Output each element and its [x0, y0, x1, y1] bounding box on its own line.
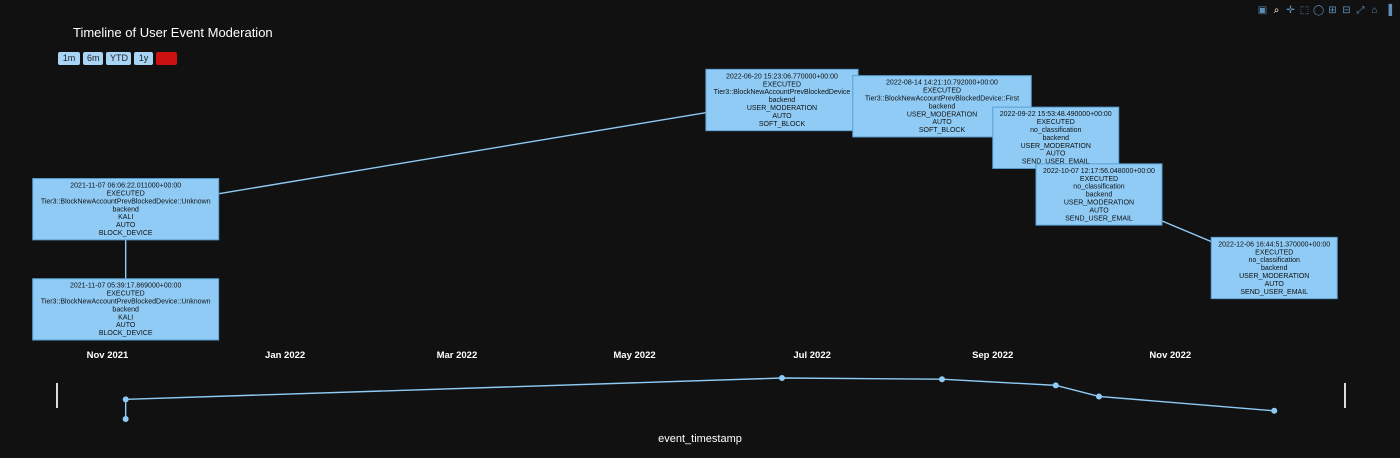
range-slider-point — [122, 416, 129, 422]
annotation-line: backend — [112, 306, 139, 313]
annotation-line: AUTO — [772, 113, 792, 120]
annotation-line: SOFT_BLOCK — [919, 127, 966, 134]
annotation-line: USER_MODERATION — [1239, 273, 1309, 280]
annotation-line: 2022-08-14 14:21:10.792000+00:00 — [886, 80, 998, 87]
lasso-select-icon[interactable]: ◯ — [1313, 5, 1325, 16]
event-annotation[interactable]: 2021-11-07 06:06:22.011000+00:00EXECUTED… — [32, 178, 220, 241]
annotation-line: USER_MODERATION — [747, 105, 817, 112]
reset-axes-icon[interactable]: ⌂ — [1371, 5, 1378, 16]
annotation-line: 2022-10-07 12:17:56.048000+00:00 — [1043, 168, 1155, 175]
annotation-line: Tier3::BlockNewAccountPrevBlockedDevice — [714, 89, 851, 96]
annotation-line: EXECUTED — [107, 190, 145, 197]
range-button-6m[interactable]: 6m — [83, 52, 103, 65]
x-tick-label: Nov 2021 — [87, 350, 129, 361]
annotation-line: Tier3::BlockNewAccountPrevBlockedDevice:… — [865, 95, 1019, 102]
annotation-line: EXECUTED — [763, 81, 801, 88]
zoom-icon[interactable]: ⌕ — [1273, 5, 1280, 16]
plotly-logo-icon[interactable]: ▐ — [1384, 5, 1393, 16]
range-slider[interactable] — [56, 375, 1346, 422]
annotation-box — [705, 68, 859, 132]
annotation-box — [32, 278, 220, 341]
zoom-in-icon[interactable]: ⊞ — [1328, 5, 1337, 16]
annotation-line: AUTO — [1265, 281, 1285, 288]
annotation-line: EXECUTED — [107, 291, 145, 298]
range-slider-line — [124, 377, 1275, 420]
x-tick-label: Jan 2022 — [265, 350, 305, 361]
zoom-out-icon[interactable]: ⊟ — [1342, 5, 1351, 16]
annotation-line: backend — [769, 97, 796, 104]
annotation-line: no_classification — [1073, 184, 1124, 191]
annotation-box — [1210, 236, 1338, 300]
annotation-line: AUTO — [932, 119, 952, 126]
event-annotation[interactable]: 2021-11-07 05:39:17.869000+00:00EXECUTED… — [32, 278, 220, 341]
pan-icon[interactable]: ✛ — [1286, 5, 1295, 16]
x-tick-label: Sep 2022 — [972, 350, 1013, 361]
annotation-line: SEND_USER_EMAIL — [1065, 215, 1133, 222]
annotation-line: KALI — [118, 214, 133, 221]
annotation-line: 2022-09-22 15:53:48.490000+00:00 — [1000, 111, 1112, 118]
range-slider-point — [1271, 407, 1278, 414]
annotation-box — [992, 106, 1120, 169]
annotation-line: KALI — [118, 314, 133, 321]
annotation-line: AUTO — [116, 222, 136, 229]
range-button-1m[interactable]: 1m — [58, 52, 80, 65]
annotation-line: 2022-12-06 16:44:51.370000+00:00 — [1218, 241, 1330, 248]
annotation-line: BLOCK_DEVICE — [99, 230, 153, 237]
annotation-line: EXECUTED — [1080, 176, 1118, 183]
annotation-line: EXECUTED — [1037, 119, 1075, 126]
annotation-line: SEND_USER_EMAIL — [1022, 159, 1090, 166]
x-axis-title: event_timestamp — [658, 433, 742, 445]
modebar: ▣ ⌕ ✛ ⬚ ◯ ⊞ ⊟ ⤢ ⌂ ▐ — [1257, 4, 1394, 17]
chart-title: Timeline of User Event Moderation — [73, 25, 273, 40]
annotation-line: SEND_USER_EMAIL — [1240, 289, 1308, 296]
autoscale-icon[interactable]: ⤢ — [1356, 5, 1365, 16]
annotation-line: SOFT_BLOCK — [759, 121, 806, 128]
camera-icon[interactable]: ▣ — [1257, 5, 1268, 16]
annotation-box — [32, 178, 220, 241]
range-button-1y[interactable]: 1y — [134, 52, 153, 65]
annotation-line: AUTO — [1046, 151, 1066, 158]
x-tick-label: Mar 2022 — [437, 350, 478, 361]
annotation-line: AUTO — [1089, 207, 1109, 214]
annotation-box — [1035, 163, 1163, 226]
event-annotation[interactable]: 2022-06-20 15:23:06.770000+00:00EXECUTED… — [705, 68, 859, 132]
annotation-line: backend — [1086, 192, 1113, 199]
annotation-layer: 2021-11-07 05:39:17.869000+00:00EXECUTED… — [32, 68, 1338, 341]
annotation-line: USER_MODERATION — [1064, 199, 1134, 206]
range-button-all[interactable]: all — [156, 52, 177, 65]
annotation-line: backend — [929, 103, 956, 110]
annotation-line: BLOCK_DEVICE — [99, 330, 153, 337]
event-annotation[interactable]: 2022-10-07 12:17:56.048000+00:00EXECUTED… — [1035, 163, 1163, 226]
annotation-line: backend — [112, 206, 139, 213]
annotation-line: backend — [1261, 265, 1288, 272]
annotation-line: 2022-06-20 15:23:06.770000+00:00 — [726, 73, 838, 80]
range-slider-point — [1095, 393, 1102, 400]
range-slider-point — [939, 376, 946, 383]
x-tick-label: May 2022 — [613, 350, 655, 361]
annotation-line: EXECUTED — [1255, 249, 1293, 256]
event-annotation[interactable]: 2022-12-06 16:44:51.370000+00:00EXECUTED… — [1210, 236, 1338, 300]
annotation-line: 2021-11-07 06:06:22.011000+00:00 — [70, 183, 181, 190]
annotation-line: EXECUTED — [923, 88, 961, 95]
annotation-line: USER_MODERATION — [907, 111, 977, 118]
annotation-line: 2021-11-07 05:39:17.869000+00:00 — [70, 283, 181, 290]
range-slider-point — [122, 396, 129, 403]
annotation-line: backend — [1043, 135, 1070, 142]
range-slider-point — [778, 375, 785, 381]
event-annotation[interactable]: 2022-09-22 15:53:48.490000+00:00EXECUTED… — [992, 106, 1120, 169]
x-tick-label: Jul 2022 — [793, 350, 831, 361]
range-slider-point — [1052, 382, 1059, 389]
x-axis-ticks: Nov 2021 Jan 2022 Mar 2022 May 2022 Jul 2022… — [87, 350, 1192, 361]
annotation-line: Tier3::BlockNewAccountPrevBlockedDevice:… — [41, 198, 211, 205]
annotation-line: no_classification — [1030, 127, 1081, 134]
range-button-ytd[interactable]: YTD — [106, 52, 131, 65]
annotation-line: AUTO — [116, 322, 136, 329]
annotation-line: USER_MODERATION — [1021, 143, 1091, 150]
annotation-line: Tier3::BlockNewAccountPrevBlockedDevice:… — [41, 299, 211, 306]
x-tick-label: Nov 2022 — [1149, 350, 1191, 361]
annotation-line: no_classification — [1249, 257, 1300, 264]
box-select-icon[interactable]: ⬚ — [1299, 5, 1310, 16]
